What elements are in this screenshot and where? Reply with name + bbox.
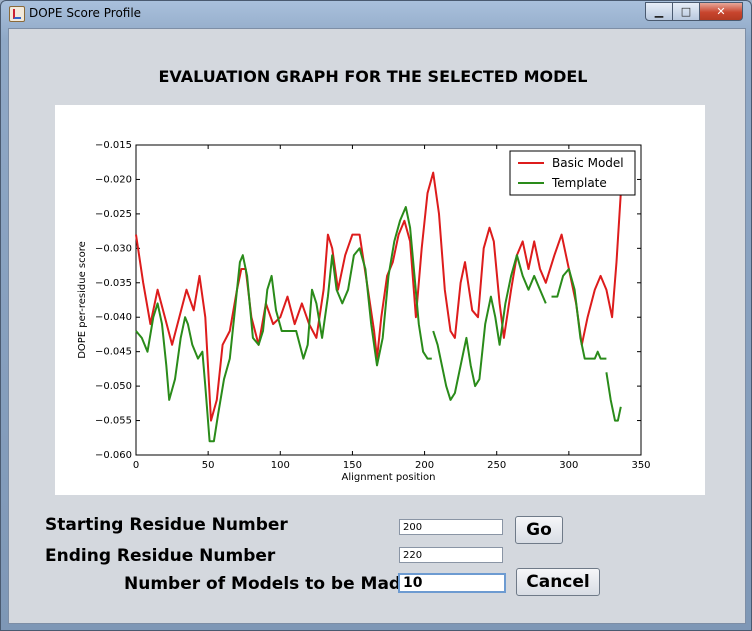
dope-chart-panel: −0.060 −0.055 −0.050 −0.045 −0.040 −0.035 −0.0…: [55, 105, 705, 495]
starting-residue-label: Starting Residue Number: [45, 515, 288, 535]
series-line-template: [135, 206, 432, 443]
go-button[interactable]: Go: [515, 516, 563, 544]
y-tick-label: −0.040: [95, 312, 132, 323]
y-tick-label: −0.015: [95, 140, 132, 151]
ending-residue-label: Ending Residue Number: [45, 546, 276, 566]
window-title: DOPE Score Profile: [29, 6, 142, 20]
x-tick-label: 350: [631, 460, 650, 471]
x-tick-label: 50: [202, 460, 215, 471]
legend-label: Template: [551, 176, 607, 190]
series-line-template: [605, 372, 622, 422]
y-axis-label: DOPE per-residue score: [77, 241, 88, 359]
x-tick-label: 150: [343, 460, 362, 471]
dope-chart: −0.060 −0.055 −0.050 −0.045 −0.040 −0.035 −0.0…: [77, 140, 651, 483]
models-count-label: Number of Models to be Made: [124, 574, 413, 594]
java-app-icon: [9, 6, 25, 22]
series-line-template: [432, 254, 547, 401]
minimize-button[interactable]: ▁: [645, 2, 673, 21]
close-button[interactable]: ✕: [699, 2, 743, 21]
x-axis-label: Alignment position: [341, 472, 435, 483]
y-tick-label: −0.055: [95, 416, 132, 427]
dialog-content: EVALUATION GRAPH FOR THE SELECTED MODEL …: [8, 28, 746, 624]
x-tick-label: 250: [487, 460, 506, 471]
x-tick-label: 100: [271, 460, 290, 471]
window-controls: ▁ □ ✕: [645, 2, 743, 21]
starting-residue-input[interactable]: [399, 519, 503, 535]
ending-residue-input[interactable]: [399, 547, 503, 563]
series-line-template: [551, 268, 607, 360]
cancel-button[interactable]: Cancel: [516, 568, 600, 596]
y-tick-label: −0.030: [95, 243, 132, 254]
x-tick-label: 300: [559, 460, 578, 471]
page-title: EVALUATION GRAPH FOR THE SELECTED MODEL: [158, 67, 588, 86]
x-tick-label: 200: [415, 460, 434, 471]
y-tick-label: −0.025: [95, 209, 132, 220]
y-tick-label: −0.060: [95, 450, 132, 461]
legend-label: Basic Model: [552, 156, 624, 170]
y-tick-label: −0.035: [95, 278, 132, 289]
title-bar[interactable]: DOPE Score Profile ▁ □ ✕: [1, 1, 751, 25]
models-count-input[interactable]: [398, 573, 506, 593]
x-tick-label: 0: [133, 460, 139, 471]
legend-box: [509, 150, 636, 196]
y-tick-label: −0.020: [95, 174, 132, 185]
maximize-button[interactable]: □: [672, 2, 700, 21]
y-tick-label: −0.045: [95, 347, 132, 358]
y-tick-label: −0.050: [95, 381, 132, 392]
